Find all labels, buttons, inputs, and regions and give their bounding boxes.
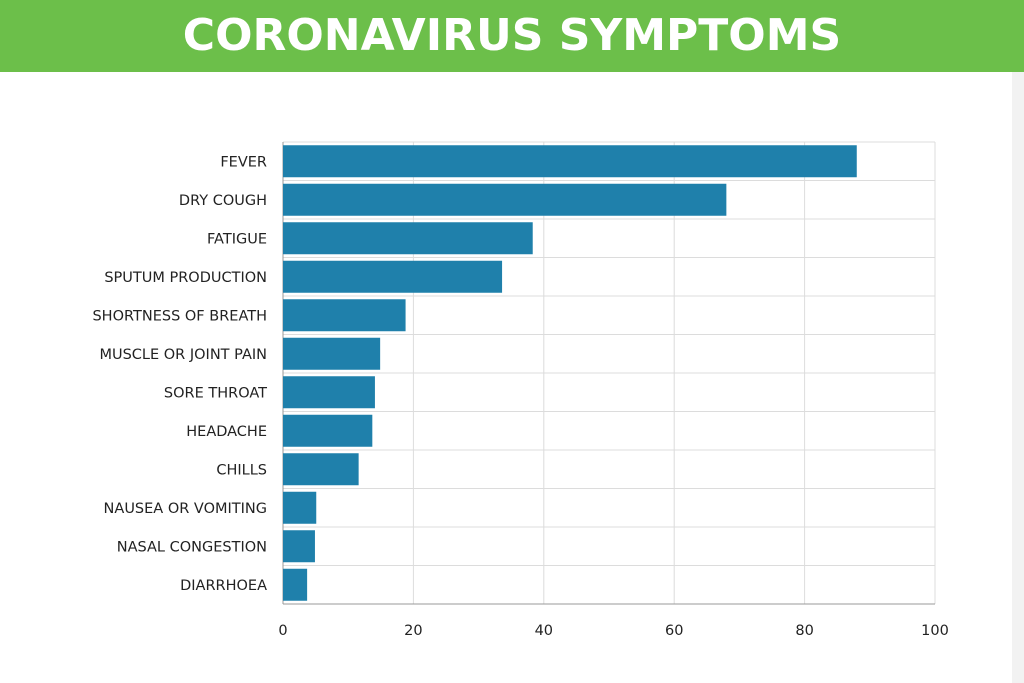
page-title: CORONAVIRUS SYMPTOMS	[182, 10, 842, 61]
category-label: FEVER	[220, 154, 267, 170]
bar	[283, 260, 503, 293]
category-label: DRY COUGH	[179, 193, 267, 209]
page-edge-strip	[1012, 72, 1024, 683]
category-label: FATIGUE	[207, 231, 267, 247]
bar	[283, 183, 727, 216]
header-banner: CORONAVIRUS SYMPTOMS	[0, 0, 1024, 72]
x-tick-label: 100	[921, 623, 949, 639]
category-label: NASAL CONGESTION	[117, 539, 267, 555]
bar	[283, 530, 315, 563]
x-tick-label: 20	[404, 623, 422, 639]
category-label: CHILLS	[216, 462, 267, 478]
bar	[283, 491, 317, 524]
bar	[283, 145, 857, 178]
bar	[283, 453, 359, 486]
category-label: DIARRHOEA	[180, 578, 267, 594]
bar	[283, 222, 533, 255]
bar	[283, 568, 308, 601]
category-label: SORE THROAT	[164, 385, 267, 401]
category-label: HEADACHE	[186, 424, 267, 440]
bar	[283, 376, 375, 409]
bar	[283, 414, 373, 447]
x-tick-label: 40	[535, 623, 553, 639]
category-label: SHORTNESS OF BREATH	[92, 308, 267, 324]
category-label: MUSCLE OR JOINT PAIN	[99, 347, 267, 363]
symptoms-bar-chart: FEVER DRY COUGH FATIGUE SPUTUM PRODUCTION SH…	[92, 141, 949, 639]
x-tick-label: 60	[665, 623, 683, 639]
x-tick-label: 0	[278, 623, 287, 639]
bar	[283, 337, 381, 370]
bar	[283, 299, 406, 332]
x-tick-label: 80	[795, 623, 813, 639]
category-label: SPUTUM PRODUCTION	[104, 270, 267, 286]
category-label: NAUSEA OR VOMITING	[104, 501, 267, 517]
